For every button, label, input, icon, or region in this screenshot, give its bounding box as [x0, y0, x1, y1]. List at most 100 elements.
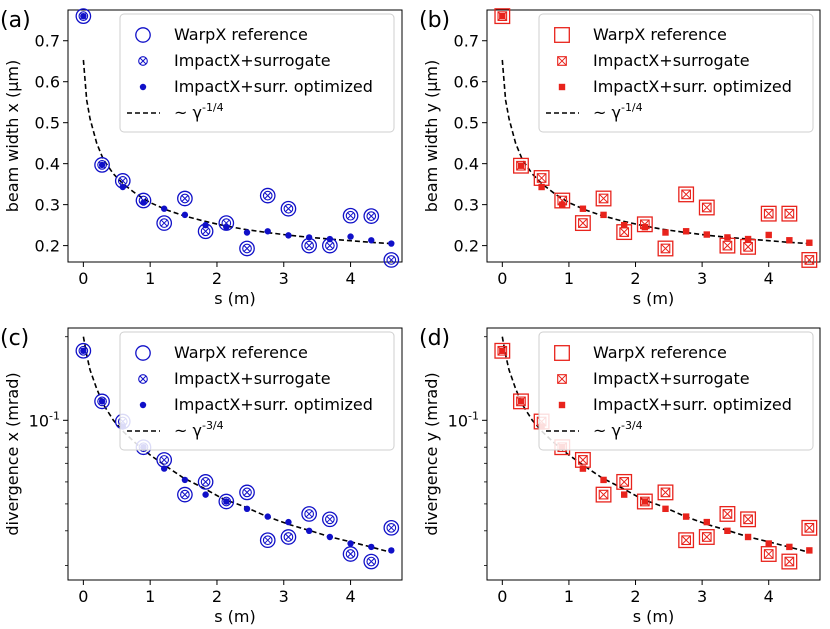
- marker-outline: [681, 189, 691, 200]
- data-point: [743, 241, 753, 252]
- legend-fit-label: ~ γ-1/4: [174, 101, 224, 122]
- data-point: [516, 160, 526, 171]
- marker-cross: [578, 455, 588, 465]
- data-point: [342, 546, 359, 562]
- legend-box: [119, 13, 395, 133]
- data-point: [368, 543, 375, 551]
- marker-cross: [497, 346, 507, 356]
- marker-outline: [701, 202, 712, 213]
- data-point: [117, 176, 128, 186]
- y-tick-label: 0.5: [35, 114, 60, 133]
- marker-cross: [619, 227, 629, 237]
- data-point: [786, 543, 793, 551]
- data-point: [160, 205, 168, 212]
- data-point: [619, 227, 630, 237]
- data-point: [383, 519, 400, 536]
- x-tick-label: 2: [212, 587, 222, 606]
- data-point: [703, 231, 710, 238]
- data-point: [765, 540, 772, 547]
- data-point: [322, 237, 338, 254]
- data-point: [763, 549, 774, 559]
- data-point: [159, 455, 170, 465]
- marker-outline: [180, 489, 190, 500]
- marker-outline: [200, 226, 211, 237]
- data-point: [641, 223, 649, 231]
- panel-d: 0 1 2 3 4 10-1 s (m) divergence y (mrad) (d) Warp…: [419, 326, 821, 626]
- marker-outline: [784, 208, 795, 219]
- marker-outline: [722, 509, 733, 519]
- panel-b: 0 1 2 3 4 0.2 0.3 0.4 0.5 0.6 0.7 s (m) beam width y…: [419, 8, 821, 308]
- data-point: [513, 157, 529, 174]
- data-point: [682, 228, 690, 235]
- legend-box: [119, 331, 395, 451]
- data-point: [200, 226, 211, 237]
- marker-cross: [619, 477, 629, 487]
- x-axis-label: s (m): [633, 607, 675, 626]
- marker-outline: [660, 243, 671, 254]
- data-point: [200, 477, 211, 487]
- series-warpx-reference: [494, 8, 818, 268]
- data-point: [701, 532, 712, 542]
- data-point: [533, 170, 550, 186]
- x-tick-label: 0: [497, 587, 507, 606]
- marker-cross: [243, 245, 251, 252]
- marker-outline: [598, 489, 609, 500]
- legend-label: WarpX reference: [174, 25, 308, 44]
- data-point: [366, 211, 377, 221]
- x-tick-label: 1: [564, 587, 574, 606]
- marker-cross: [347, 212, 354, 220]
- data-point: [388, 240, 395, 247]
- data-point: [243, 505, 251, 513]
- marker-outline: [386, 522, 397, 533]
- marker-outline: [681, 535, 691, 546]
- data-point: [78, 11, 89, 21]
- data-point: [75, 342, 92, 359]
- marker-cross: [80, 347, 87, 355]
- marker-cross: [764, 208, 774, 219]
- marker-cross: [578, 218, 588, 228]
- marker-cross: [702, 202, 712, 213]
- legend-marker: [557, 374, 567, 384]
- y-tick-label: 0.7: [454, 32, 479, 51]
- marker-outline: [804, 522, 815, 533]
- marker-cross: [264, 192, 272, 199]
- data-point: [579, 205, 587, 212]
- data-point: [598, 489, 609, 500]
- data-point: [536, 173, 547, 183]
- marker-cross: [598, 489, 609, 500]
- marker-cross: [516, 161, 526, 171]
- data-point: [285, 518, 292, 526]
- data-point: [801, 519, 818, 536]
- y-tick-label: 0.5: [454, 114, 479, 133]
- y-axis-label: beam width y (µm): [422, 60, 441, 212]
- legend-label: ImpactX+surrogate: [593, 51, 750, 70]
- marker-outline: [97, 396, 107, 407]
- axes-frame: [67, 327, 403, 581]
- panel-label: (d): [419, 326, 450, 351]
- marker-cross: [160, 456, 168, 464]
- x-tick-label: 1: [145, 587, 155, 606]
- data-point: [619, 477, 630, 487]
- marker-cross: [557, 195, 567, 206]
- marker-cross: [139, 57, 147, 65]
- data-point: [801, 252, 818, 268]
- data-point: [598, 193, 609, 204]
- marker-cross: [222, 219, 230, 227]
- y-tick-label: 0.6: [454, 73, 479, 92]
- data-point: [180, 193, 190, 204]
- data-point: [600, 476, 607, 484]
- marker-cross: [516, 396, 526, 407]
- y-tick-label: 0.2: [35, 237, 60, 256]
- y-axis-label: divergence y (mrad): [422, 372, 441, 535]
- data-point: [75, 8, 92, 24]
- legend-label: ImpactX+surrogate: [174, 51, 331, 70]
- marker-cross: [98, 398, 106, 405]
- data-point: [698, 529, 715, 545]
- data-point: [579, 465, 587, 472]
- data-point: [657, 484, 674, 501]
- data-point: [662, 505, 669, 513]
- data-point: [262, 535, 273, 546]
- marker-cross: [264, 536, 272, 544]
- marker-cross: [722, 240, 733, 251]
- marker-cross: [326, 515, 334, 523]
